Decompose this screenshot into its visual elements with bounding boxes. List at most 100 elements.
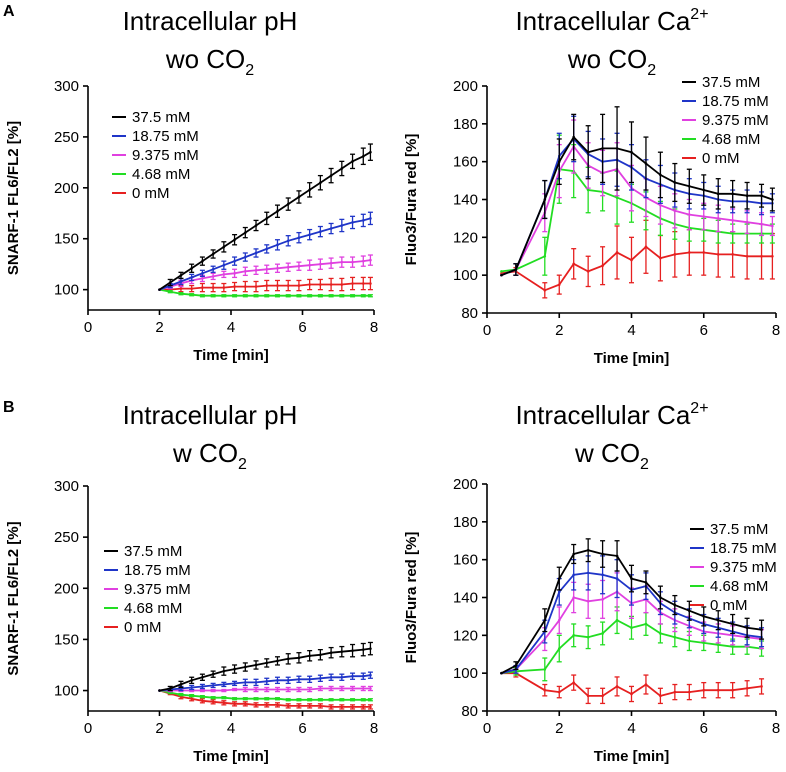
data-point [673, 181, 677, 184]
series-0-mm [158, 689, 373, 710]
data-point [673, 253, 677, 256]
data-point [760, 254, 763, 258]
data-point [361, 282, 365, 285]
data-point [601, 598, 604, 601]
data-point [351, 294, 354, 298]
data-point [644, 581, 648, 584]
data-point [308, 654, 311, 658]
data-point [190, 679, 193, 682]
data-point [557, 577, 561, 580]
x-tick-label: 6 [298, 319, 306, 336]
data-point [286, 704, 290, 708]
legend-label: 18.75 mM [132, 128, 199, 145]
series-37-5-mm [158, 641, 373, 692]
data-point [244, 688, 247, 691]
y-tick-label: 200 [54, 180, 79, 197]
data-point [244, 231, 247, 234]
data-point [615, 554, 619, 558]
y-tick-label: 140 [453, 192, 478, 209]
data-point [254, 697, 258, 701]
x-tick-label: 2 [155, 720, 163, 737]
legend-label: 4.68 mM [710, 578, 768, 595]
data-point [179, 274, 183, 277]
y-tick-label: 160 [453, 154, 478, 171]
data-point [329, 698, 333, 702]
data-point [276, 703, 279, 707]
y-tick-label: 150 [54, 231, 79, 248]
x-tick-label: 8 [370, 720, 378, 737]
y-tick-label: 80 [461, 305, 478, 322]
data-point [276, 659, 279, 663]
data-point [716, 217, 720, 220]
data-point [351, 260, 354, 264]
series-line [500, 549, 762, 674]
data-point [233, 285, 236, 288]
title-subscript: 2 [647, 62, 656, 79]
data-point [329, 294, 333, 298]
data-point [731, 622, 734, 626]
data-point [369, 150, 372, 154]
data-point [329, 705, 333, 709]
data-point [244, 255, 247, 259]
x-axis-label: Time [min] [193, 748, 269, 765]
data-point [190, 266, 193, 270]
legend-label: 37.5 mM [132, 109, 190, 126]
data-point [319, 262, 322, 266]
data-point [557, 618, 561, 622]
chart-title-line1: Intracellular pH [123, 400, 298, 430]
data-point [201, 685, 204, 688]
data-point [265, 688, 269, 691]
legend-label: 18.75 mM [702, 93, 769, 110]
data-point [211, 294, 215, 298]
data-point [731, 645, 734, 648]
data-point [329, 675, 333, 679]
x-tick-label: 4 [227, 319, 235, 336]
data-point [500, 271, 503, 275]
data-point [731, 192, 734, 196]
data-point [276, 688, 279, 691]
data-point [760, 628, 763, 631]
data-point [361, 219, 365, 222]
chart-ph-wo-co2: Intracellular pH wo CO2 100 150 200 250 300 0 2 4… [5, 6, 378, 364]
data-point [254, 224, 258, 227]
data-point [543, 618, 547, 622]
data-point [702, 615, 706, 618]
data-point [601, 573, 604, 577]
data-point [572, 596, 575, 599]
data-point [659, 694, 662, 698]
data-point [308, 677, 311, 681]
data-point [319, 283, 322, 286]
chart-title-line2: w CO2 [574, 438, 649, 473]
data-point [222, 245, 226, 249]
data-point [615, 577, 619, 580]
data-point [179, 683, 183, 686]
data-point [254, 251, 258, 255]
data-point [673, 603, 677, 607]
data-point [286, 202, 290, 206]
y-tick-label: 200 [54, 580, 79, 597]
data-point [233, 697, 236, 701]
data-point [586, 150, 590, 154]
data-point [572, 634, 575, 637]
data-point [286, 698, 290, 702]
y-tick-label: 250 [54, 529, 79, 546]
x-tick-label: 6 [700, 720, 708, 737]
data-point [688, 213, 691, 216]
data-point [233, 294, 236, 298]
data-point [276, 284, 279, 287]
data-point [557, 160, 561, 163]
data-point [716, 688, 720, 692]
data-point [351, 687, 354, 690]
x-tick-label: 2 [555, 322, 563, 339]
data-point [731, 688, 734, 692]
y-tick-label: 100 [453, 665, 478, 682]
data-point [254, 285, 258, 288]
x-tick-label: 4 [627, 322, 635, 339]
data-point [244, 285, 247, 288]
legend-label: 4.68 mM [132, 166, 190, 183]
data-point [340, 283, 344, 286]
series-line [501, 672, 762, 697]
data-point [351, 160, 354, 163]
legend-label: 37.5 mM [710, 521, 768, 538]
data-point [329, 261, 333, 265]
